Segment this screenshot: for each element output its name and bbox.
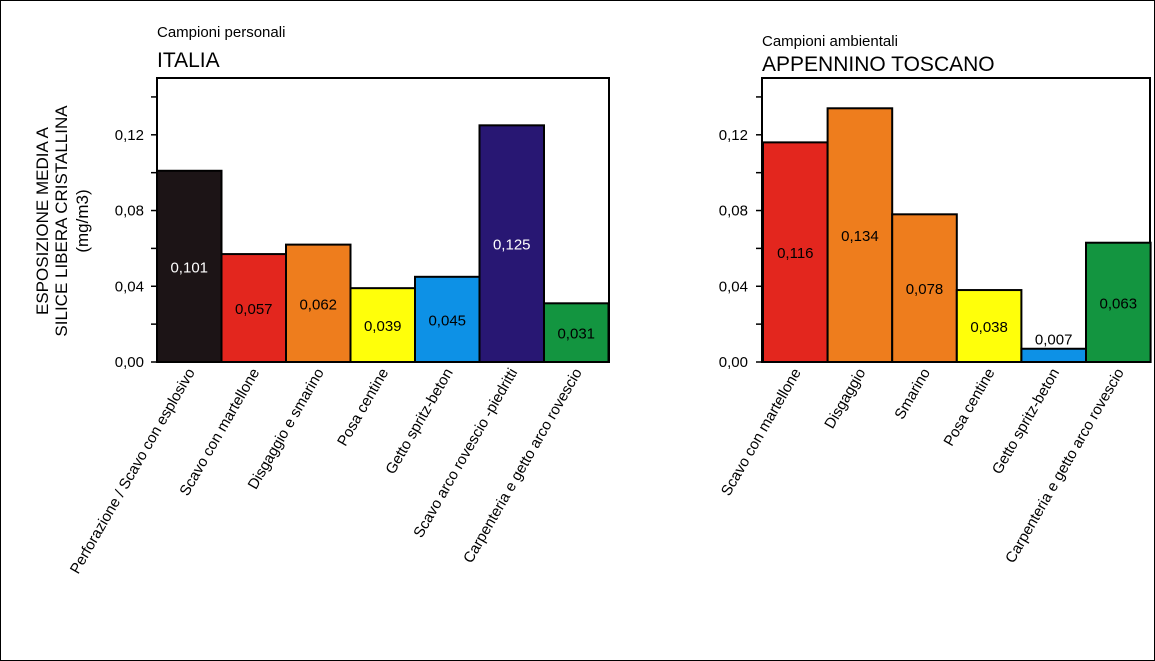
bar-value-label: 0,045 bbox=[428, 312, 466, 329]
y-axis-label: ESPOSIZIONE MEDIA A SILICE LIBERA CRISTA… bbox=[33, 105, 92, 337]
y-tick-label: 0,04 bbox=[719, 278, 748, 295]
bar-value-label: 0,038 bbox=[970, 319, 1008, 336]
bar bbox=[1085, 241, 1152, 363]
bar-value-label: 0,078 bbox=[906, 281, 944, 298]
bar bbox=[349, 287, 416, 363]
category-label: Carpenteria e getto arco rovescio bbox=[1002, 366, 1128, 567]
y-tick-label: 0,12 bbox=[719, 127, 748, 144]
bar bbox=[156, 169, 223, 363]
bar-value-label: 0,101 bbox=[170, 259, 208, 276]
bar-value-label: 0,125 bbox=[493, 237, 531, 254]
y-axis-label-line3: (mg/m3) bbox=[73, 189, 92, 252]
y-axis-label-line1: ESPOSIZIONE MEDIA A bbox=[33, 126, 52, 315]
bar bbox=[285, 243, 352, 363]
bar-value-label: 0,057 bbox=[235, 301, 273, 318]
bar-value-label: 0,062 bbox=[299, 296, 337, 313]
category-label: Posa centine bbox=[334, 366, 392, 450]
bar bbox=[762, 141, 829, 363]
chart-subtitle: Campioni personali bbox=[157, 24, 285, 41]
bar bbox=[543, 302, 610, 364]
bar-value-label: 0,039 bbox=[364, 318, 402, 335]
y-axis-label-line2: SILICE LIBERA CRISTALLINA bbox=[52, 105, 71, 337]
chart-subtitle: Campioni ambientali bbox=[762, 33, 898, 50]
bar bbox=[891, 213, 958, 363]
y-tick-label: 0,00 bbox=[719, 354, 748, 371]
bar bbox=[826, 107, 894, 363]
chart-italia: Campioni personali ITALIA 0,00 0,04 0,08 0,12… bbox=[67, 24, 610, 577]
bar-value-label: 0,007 bbox=[1035, 332, 1073, 349]
y-tick-label: 0,12 bbox=[115, 127, 144, 144]
bar-value-label: 0,134 bbox=[841, 228, 879, 245]
y-tick-label: 0,08 bbox=[719, 203, 748, 220]
y-tick-label: 0,04 bbox=[115, 278, 144, 295]
category-label: Carpenteria e getto arco rovescio bbox=[460, 366, 586, 567]
bar bbox=[955, 289, 1023, 364]
category-label: Getto spritz-beton bbox=[989, 366, 1063, 478]
bar-value-label: 0,063 bbox=[1100, 295, 1138, 312]
bar bbox=[1020, 347, 1088, 364]
bar-value-label: 0,031 bbox=[557, 326, 595, 343]
bar bbox=[414, 275, 481, 363]
category-label: Scavo con martellone bbox=[718, 366, 805, 499]
bar bbox=[478, 124, 545, 364]
category-label: Posa centine bbox=[940, 366, 998, 450]
y-tick-label: 0,00 bbox=[115, 354, 144, 371]
category-label: Smarino bbox=[891, 366, 934, 423]
chart-title: APPENNINO TOSCANO bbox=[762, 53, 995, 76]
bar-value-label: 0,116 bbox=[777, 245, 813, 262]
bar bbox=[220, 253, 287, 363]
chart-appennino-toscano: Campioni ambientali APPENNINO TOSCANO 0,00… bbox=[718, 33, 1152, 567]
chart-title: ITALIA bbox=[157, 49, 220, 72]
category-label: Getto spritz-beton bbox=[382, 366, 456, 478]
category-label: Perforazione / Scavo con esplosivo bbox=[67, 366, 199, 577]
category-label: Disgaggio bbox=[821, 366, 869, 432]
y-tick-label: 0,08 bbox=[115, 203, 144, 220]
